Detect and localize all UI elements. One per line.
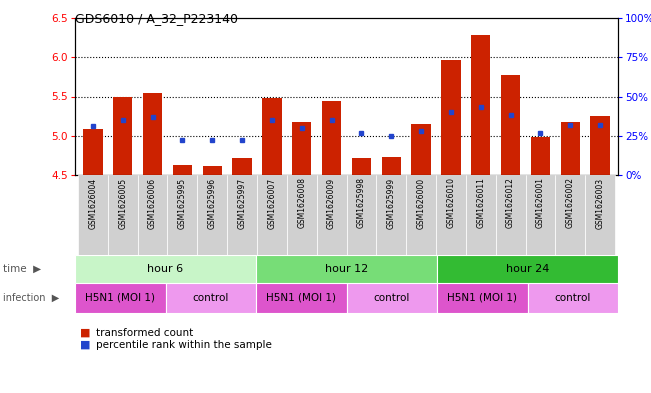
Bar — [436, 175, 466, 255]
Text: control: control — [193, 293, 229, 303]
Text: GSM1626006: GSM1626006 — [148, 177, 157, 228]
Bar — [143, 93, 162, 175]
Text: GSM1626001: GSM1626001 — [536, 177, 545, 228]
Bar — [346, 283, 437, 313]
Bar — [316, 175, 346, 255]
Bar — [527, 283, 618, 313]
Bar — [137, 175, 167, 255]
Text: GSM1626008: GSM1626008 — [298, 177, 306, 228]
Bar — [108, 175, 137, 255]
Text: control: control — [555, 293, 591, 303]
Text: GSM1626010: GSM1626010 — [447, 177, 456, 228]
Text: GSM1625995: GSM1625995 — [178, 177, 187, 228]
Bar — [376, 175, 406, 255]
Bar — [381, 157, 401, 175]
Bar — [292, 122, 311, 175]
Text: GSM1626012: GSM1626012 — [506, 177, 515, 228]
Text: ■: ■ — [80, 328, 90, 338]
Bar — [555, 175, 585, 255]
Text: GSM1625997: GSM1625997 — [238, 177, 247, 228]
Bar — [406, 175, 436, 255]
Text: GSM1626002: GSM1626002 — [566, 177, 575, 228]
Bar — [75, 283, 165, 313]
Text: hour 24: hour 24 — [506, 264, 549, 274]
Text: GSM1625996: GSM1625996 — [208, 177, 217, 228]
Bar — [561, 121, 580, 175]
Bar — [257, 175, 287, 255]
Text: H5N1 (MOI 1): H5N1 (MOI 1) — [85, 293, 155, 303]
Bar — [75, 255, 256, 283]
Bar — [471, 35, 490, 175]
Text: GSM1626003: GSM1626003 — [596, 177, 605, 228]
Bar — [437, 255, 618, 283]
Text: time  ▶: time ▶ — [3, 264, 42, 274]
Bar — [262, 98, 282, 175]
Bar — [165, 283, 256, 313]
Text: infection  ▶: infection ▶ — [3, 293, 59, 303]
Bar — [232, 158, 252, 175]
Bar — [352, 158, 371, 175]
Bar — [441, 61, 461, 175]
Bar — [590, 116, 610, 175]
Text: H5N1 (MOI 1): H5N1 (MOI 1) — [447, 293, 518, 303]
Text: percentile rank within the sample: percentile rank within the sample — [96, 340, 272, 350]
Text: ■: ■ — [80, 340, 90, 350]
Bar — [113, 97, 132, 175]
Text: GSM1626005: GSM1626005 — [118, 177, 127, 228]
Bar — [167, 175, 197, 255]
Text: GSM1626004: GSM1626004 — [89, 177, 98, 228]
Text: GSM1626007: GSM1626007 — [268, 177, 277, 228]
Text: GDS6010 / A_32_P223140: GDS6010 / A_32_P223140 — [75, 12, 238, 25]
Bar — [78, 175, 108, 255]
Bar — [227, 175, 257, 255]
Bar — [501, 75, 520, 175]
Text: GSM1626009: GSM1626009 — [327, 177, 336, 228]
Text: transformed count: transformed count — [96, 328, 193, 338]
Bar — [531, 137, 550, 175]
Bar — [173, 165, 192, 175]
Bar — [287, 175, 316, 255]
Bar — [322, 101, 341, 175]
Bar — [83, 129, 103, 175]
Bar — [525, 175, 555, 255]
Text: hour 12: hour 12 — [325, 264, 368, 274]
Bar — [256, 283, 346, 313]
Bar — [585, 175, 615, 255]
Bar — [197, 175, 227, 255]
Text: H5N1 (MOI 1): H5N1 (MOI 1) — [266, 293, 337, 303]
Text: GSM1626011: GSM1626011 — [477, 177, 485, 228]
Bar — [256, 255, 437, 283]
Text: control: control — [374, 293, 410, 303]
Bar — [495, 175, 525, 255]
Text: GSM1626000: GSM1626000 — [417, 177, 426, 228]
Text: hour 6: hour 6 — [147, 264, 184, 274]
Bar — [466, 175, 495, 255]
Bar — [437, 283, 527, 313]
Text: GSM1625998: GSM1625998 — [357, 177, 366, 228]
Bar — [346, 175, 376, 255]
Bar — [202, 165, 222, 175]
Text: GSM1625999: GSM1625999 — [387, 177, 396, 228]
Bar — [411, 124, 431, 175]
